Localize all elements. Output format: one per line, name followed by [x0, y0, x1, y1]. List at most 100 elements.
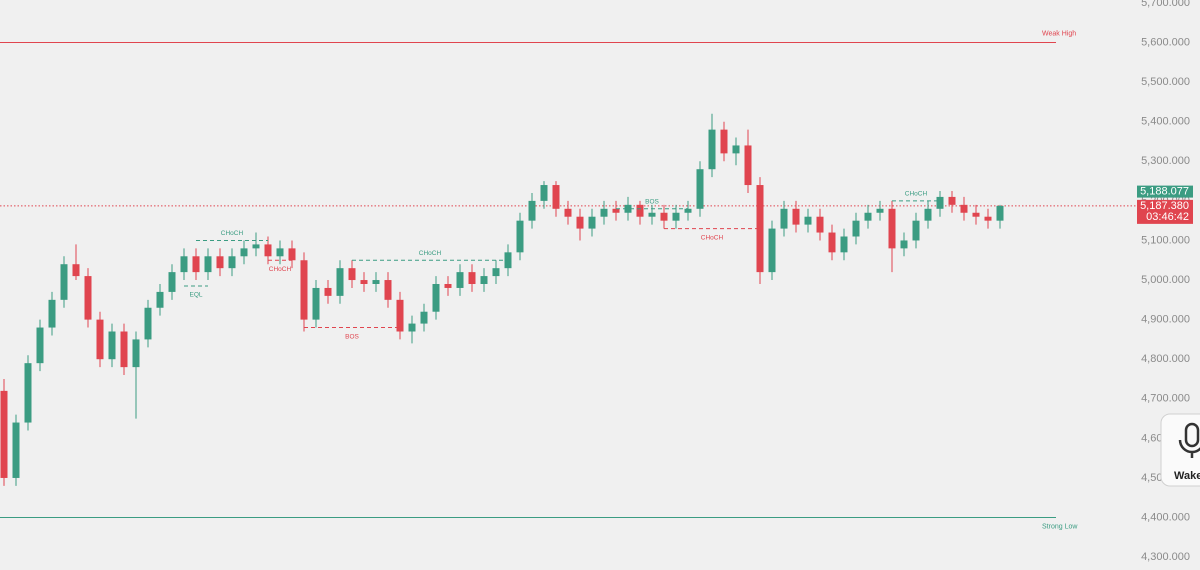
- structure-label: CHoCH: [419, 250, 442, 257]
- candle-body: [216, 256, 224, 269]
- candle-body: [684, 208, 692, 213]
- candle-body: [840, 236, 848, 253]
- candle-body: [660, 212, 668, 221]
- candle-body: [168, 272, 176, 292]
- candle-body: [936, 196, 944, 209]
- candle-body: [372, 280, 380, 284]
- candle-body: [156, 291, 164, 308]
- widget-box[interactable]: [1160, 413, 1200, 487]
- candle-body: [264, 244, 272, 257]
- candle-body: [0, 390, 8, 478]
- candle-body: [996, 205, 1004, 221]
- voice-widget[interactable]: Wake: [1160, 413, 1200, 487]
- candle-body: [828, 232, 836, 253]
- structure-label: EQL: [189, 292, 202, 299]
- candle-body: [312, 287, 320, 320]
- candle-body: [876, 208, 884, 213]
- structure-label: CHoCH: [701, 234, 724, 241]
- candle-body: [144, 307, 152, 340]
- structure-label: CHoCH: [905, 191, 928, 198]
- candle-body: [36, 327, 44, 364]
- candle-body: [624, 204, 632, 213]
- candle-body: [468, 272, 476, 284]
- last-price-label: 5,187.380: [1140, 200, 1189, 212]
- y-tick-label: 4,300.000: [1141, 551, 1190, 563]
- candle-body: [72, 264, 80, 277]
- candle-body: [192, 256, 200, 273]
- candle-body: [564, 208, 572, 217]
- y-tick-label: 5,300.000: [1141, 155, 1190, 167]
- y-tick-label: 5,500.000: [1141, 76, 1190, 88]
- candle-body: [408, 323, 416, 332]
- y-tick-label: 5,400.000: [1141, 116, 1190, 128]
- candle-body: [276, 248, 284, 257]
- candle-body: [948, 196, 956, 205]
- candle-body: [612, 208, 620, 213]
- candle-body: [456, 272, 464, 288]
- candle-body: [540, 185, 548, 201]
- candle-body: [300, 260, 308, 320]
- mic-icon: [1184, 422, 1200, 448]
- level-label: Weak High: [1042, 30, 1076, 37]
- candle-body: [912, 220, 920, 241]
- structure-label: CHoCH: [269, 266, 292, 273]
- y-tick-label: 4,700.000: [1141, 393, 1190, 405]
- candle-body: [588, 216, 596, 229]
- candle-body: [360, 280, 368, 284]
- candle-body: [252, 244, 260, 249]
- last-price-tag: [1137, 199, 1193, 224]
- y-tick-label: 4,800.000: [1141, 353, 1190, 365]
- candle-body: [444, 284, 452, 288]
- candle-body: [720, 129, 728, 154]
- candle-body: [960, 204, 968, 213]
- candle-body: [120, 331, 128, 368]
- candle-body: [132, 339, 140, 368]
- candle-body: [552, 185, 560, 209]
- countdown: 03:46:42: [1146, 211, 1189, 223]
- candle-body: [348, 268, 356, 281]
- candle-body: [576, 216, 584, 229]
- candle-body: [48, 299, 56, 328]
- candle-body: [864, 212, 872, 221]
- candle-body: [708, 129, 716, 170]
- candle-body: [324, 287, 332, 296]
- candle-body: [240, 248, 248, 257]
- candle-body: [24, 363, 32, 423]
- y-tick-label: 5,600.000: [1141, 36, 1190, 48]
- candle-body: [288, 248, 296, 261]
- candle-body: [900, 240, 908, 249]
- y-tick-label: 5,000.000: [1141, 274, 1190, 286]
- bid-tag-label: 5,188.077: [1140, 186, 1189, 198]
- candle-body: [600, 208, 608, 217]
- candle-body: [636, 204, 644, 217]
- candle-body: [420, 311, 428, 324]
- candle-body: [648, 212, 656, 217]
- candle-body: [204, 256, 212, 273]
- y-tick-label: 4,400.000: [1141, 511, 1190, 523]
- candle-body: [84, 276, 92, 320]
- candle-body: [924, 208, 932, 221]
- candle-body: [492, 268, 500, 277]
- level-label: Strong Low: [1042, 523, 1078, 530]
- structure-label: BOS: [645, 199, 659, 206]
- candle-body: [108, 331, 116, 360]
- structure-label: CHoCH: [221, 230, 244, 237]
- candle-body: [432, 284, 440, 312]
- y-tick-label: 5,100.000: [1141, 234, 1190, 246]
- candle-body: [696, 169, 704, 209]
- candle-body: [804, 216, 812, 225]
- candle-body: [60, 264, 68, 300]
- candle-body: [228, 256, 236, 269]
- plot-area: Weak High Strong Low CHoCH EQL CHoCH BOS CHoCH…: [0, 30, 1136, 530]
- y-tick-label: 4,900.000: [1141, 314, 1190, 326]
- widget-label: Wake: [1174, 470, 1200, 482]
- candle-body: [816, 216, 824, 233]
- candle-body: [744, 145, 752, 186]
- candle-body: [528, 200, 536, 221]
- mic-stand: [1178, 439, 1200, 458]
- candle-body: [768, 228, 776, 273]
- candle-body: [96, 319, 104, 360]
